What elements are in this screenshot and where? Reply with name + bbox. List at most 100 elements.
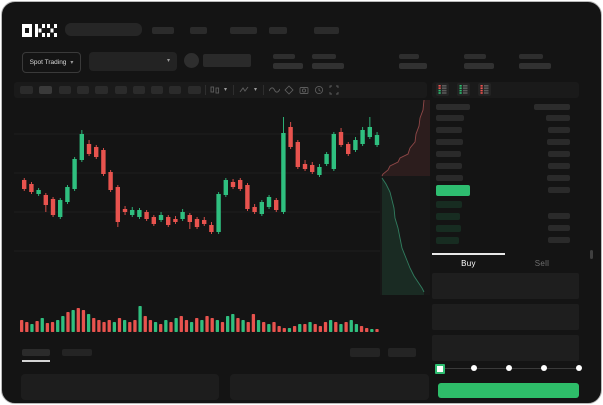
volume-bar: [200, 320, 204, 332]
slider-handle[interactable]: [435, 364, 445, 374]
chart-type-icon[interactable]: [210, 85, 220, 95]
last-price-amount: [548, 187, 570, 193]
chevron-down-icon[interactable]: ▾: [254, 87, 258, 93]
pair-selector-dropdown[interactable]: ▾: [89, 52, 177, 71]
indicators-icon[interactable]: [239, 85, 249, 95]
volume-bar: [236, 318, 240, 332]
pair-name-placeholder: [203, 54, 251, 67]
market-type-dropdown[interactable]: Spot Trading ▾: [22, 52, 81, 73]
chevron-down-icon[interactable]: ▾: [224, 87, 228, 93]
price-input[interactable]: [432, 273, 579, 299]
orderbook-bid-price[interactable]: [436, 213, 460, 220]
orderbook-bid-price[interactable]: [436, 225, 461, 232]
fullscreen-icon[interactable]: [329, 85, 339, 95]
candle-body: [331, 134, 336, 169]
orderbook-ask-amount: [547, 175, 570, 181]
volume-bar: [215, 320, 219, 332]
line-tool-icon[interactable]: [269, 86, 280, 94]
candle-body: [266, 197, 272, 207]
tab-sell[interactable]: Sell: [534, 259, 550, 268]
footer-tab[interactable]: [62, 349, 92, 356]
tab-buy[interactable]: Buy: [461, 259, 476, 268]
timeframe-button[interactable]: [169, 86, 182, 94]
scrollbar-thumb[interactable]: [590, 250, 593, 259]
toolbar-divider: [233, 85, 234, 95]
nav-item[interactable]: [269, 27, 287, 34]
orderbook-bid-price[interactable]: [436, 237, 459, 244]
stat-label-placeholder: [519, 54, 543, 59]
candlestick-chart[interactable]: [14, 100, 380, 295]
camera-icon[interactable]: [299, 85, 309, 95]
nav-item[interactable]: [152, 27, 174, 34]
book-bids-icon[interactable]: [457, 83, 470, 96]
candle-body: [115, 187, 120, 222]
total-input[interactable]: [432, 335, 579, 361]
nav-item[interactable]: [190, 27, 207, 34]
candle-body: [36, 190, 41, 194]
okx-logo[interactable]: [22, 23, 58, 38]
timeframe-button[interactable]: [39, 86, 53, 94]
candle-body: [144, 212, 149, 219]
footer-button[interactable]: [388, 348, 416, 357]
timeframe-button[interactable]: [20, 86, 33, 94]
volume-bar: [174, 318, 178, 332]
orderbook-header-price: [436, 104, 470, 110]
nav-item[interactable]: [230, 27, 257, 34]
volume-bar: [354, 324, 359, 332]
candle-body: [158, 215, 164, 220]
book-combined-icon[interactable]: [436, 83, 449, 96]
timeframe-button[interactable]: [132, 86, 145, 94]
orderbook-ask-price[interactable]: [436, 127, 462, 133]
candle-body: [101, 150, 106, 174]
timeframe-button[interactable]: [95, 86, 109, 94]
depth-chart[interactable]: [380, 100, 430, 295]
eraser-icon[interactable]: [284, 85, 294, 95]
candle-body: [324, 154, 329, 164]
candle-body: [65, 187, 70, 202]
volume-bar: [81, 310, 86, 332]
candle-body: [310, 165, 315, 172]
orderbook-ask-price[interactable]: [436, 139, 463, 145]
volume-chart: [20, 298, 380, 332]
market-type-label: Spot Trading: [29, 59, 67, 66]
stat-value-placeholder: [399, 63, 427, 69]
buy-submit-button[interactable]: [438, 383, 579, 398]
volume-bar: [20, 320, 24, 332]
volume-bar: [359, 326, 364, 332]
orderbook-ask-price[interactable]: [436, 115, 464, 121]
footer-button[interactable]: [350, 348, 380, 357]
volume-bar: [97, 320, 101, 332]
volume-bar: [226, 316, 230, 332]
volume-bar: [61, 316, 65, 332]
orderbook-ask-amount: [548, 127, 570, 133]
timeframe-button[interactable]: [76, 86, 89, 94]
nav-item[interactable]: [314, 27, 339, 34]
timeframe-button[interactable]: [114, 86, 127, 94]
orderbook-ask-price[interactable]: [436, 151, 461, 157]
slider-stop-dot[interactable]: [541, 365, 547, 371]
slider-stop-dot[interactable]: [576, 365, 582, 371]
volume-bar: [231, 314, 235, 332]
timeframe-button[interactable]: [58, 86, 71, 94]
orderbook-bid-price[interactable]: [436, 201, 462, 208]
candle-body: [130, 210, 135, 215]
volume-bar: [45, 323, 50, 332]
book-asks-icon[interactable]: [478, 83, 491, 96]
search-input[interactable]: [65, 23, 142, 36]
timeframe-button[interactable]: [187, 86, 201, 94]
history-icon[interactable]: [314, 85, 324, 95]
volume-bar: [256, 320, 261, 332]
orderbook-ask-price[interactable]: [436, 175, 463, 181]
candle-body: [151, 217, 156, 224]
timeframe-button[interactable]: [151, 86, 164, 94]
amount-input[interactable]: [432, 304, 579, 330]
slider-stop-dot[interactable]: [506, 365, 512, 371]
candle-body: [367, 127, 372, 137]
footer-tab-active[interactable]: [22, 349, 50, 356]
candle-body: [353, 140, 358, 150]
volume-bar: [272, 322, 276, 332]
slider-stop-dot[interactable]: [471, 365, 477, 371]
orderbook-ask-price[interactable]: [436, 163, 462, 169]
candle-body: [22, 180, 27, 189]
volume-bar: [189, 322, 194, 332]
